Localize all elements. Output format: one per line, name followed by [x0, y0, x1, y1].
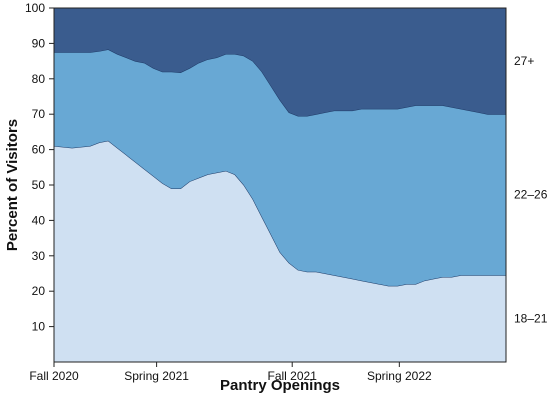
y-tick-label: 30: [32, 249, 46, 263]
band-label-3: 27+: [514, 54, 534, 68]
x-axis-title: Pantry Openings: [220, 377, 340, 394]
plot-frame: [53, 7, 507, 363]
band-labels: 18–21 22–26 27+: [514, 54, 548, 326]
area-18-21: [54, 140, 506, 362]
y-tick-label: 50: [32, 178, 46, 192]
y-tick-label: 60: [32, 143, 46, 157]
y-tick-label: 20: [32, 284, 46, 298]
x-tick-label: Fall 2021: [268, 369, 318, 383]
y-tick-label: 10: [32, 320, 46, 334]
area-22-26: [54, 49, 506, 286]
y-tick-label: 100: [25, 1, 45, 15]
x-axis-ticks: Fall 2020 Spring 2021 Fall 2021 Spring 2022: [29, 362, 432, 383]
y-tick-label: 70: [32, 107, 46, 121]
x-tick-label: Fall 2020: [29, 369, 79, 383]
x-tick-label: Spring 2022: [367, 369, 432, 383]
area-layers: [53, 8, 506, 362]
y-tick-label: 80: [32, 72, 46, 86]
band-label-1: 18–21: [514, 312, 548, 326]
band-label-2: 22–26: [514, 188, 548, 202]
y-axis-title: Percent of Visitors: [4, 119, 21, 251]
y-tick-label: 40: [32, 213, 46, 227]
area-27+: [54, 8, 506, 116]
y-axis-ticks: 10 20 30 40 50 60 70 80 90 100: [25, 1, 54, 334]
y-tick-label: 90: [32, 36, 46, 50]
x-tick-label: Spring 2021: [124, 369, 189, 383]
